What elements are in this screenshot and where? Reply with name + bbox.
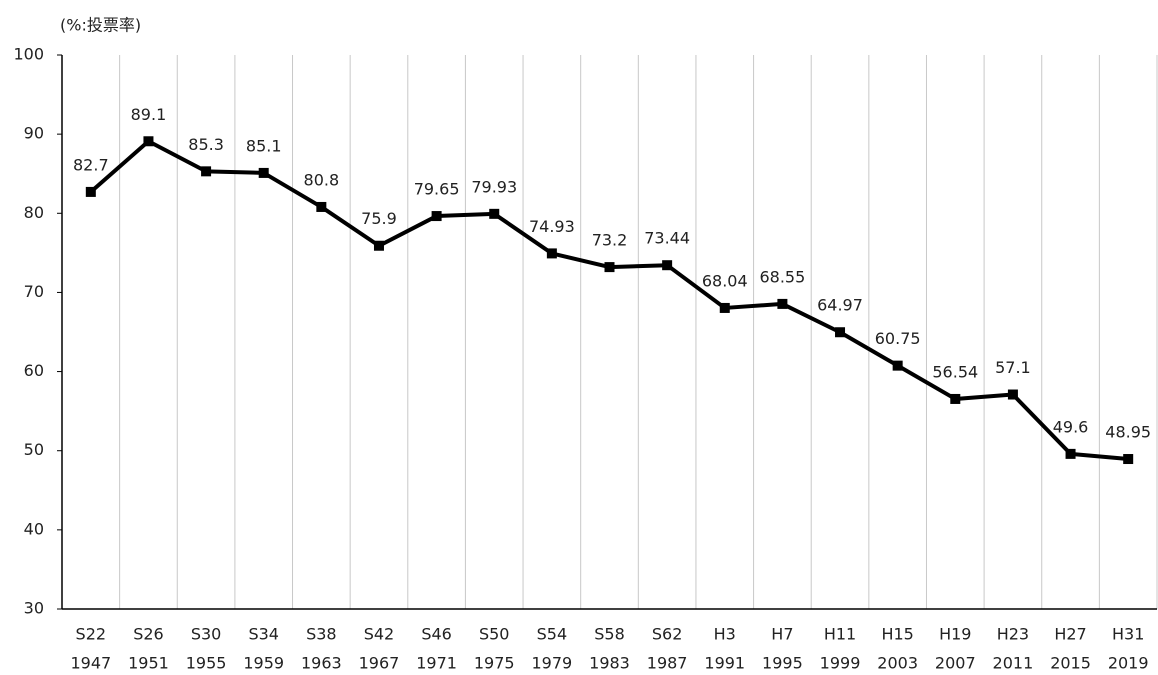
x-tick-label: S46 xyxy=(421,625,452,644)
point-marker xyxy=(431,211,442,222)
point-marker xyxy=(546,248,557,259)
data-label: 57.1 xyxy=(995,358,1031,377)
x-tick-label-year: 1967 xyxy=(359,654,400,673)
data-label: 56.54 xyxy=(932,362,978,381)
x-tick-label: H3 xyxy=(714,625,736,644)
data-label: 79.93 xyxy=(471,177,517,196)
x-tick-label: S38 xyxy=(306,625,337,644)
data-label: 60.75 xyxy=(875,329,921,348)
x-tick-label: S34 xyxy=(248,625,279,644)
data-label: 85.1 xyxy=(246,136,282,155)
y-tick-label: 100 xyxy=(13,45,44,64)
x-tick-label-year: 1975 xyxy=(474,654,515,673)
point-marker xyxy=(316,201,327,212)
x-tick-label-year: 1995 xyxy=(762,654,803,673)
x-tick-label-year: 1959 xyxy=(243,654,284,673)
y-tick-label: 80 xyxy=(24,203,44,222)
point-marker xyxy=(143,136,154,147)
point-marker xyxy=(777,298,788,309)
x-tick-label-year: 1971 xyxy=(416,654,457,673)
x-tick-label: H15 xyxy=(881,625,913,644)
x-tick-label-year: 2007 xyxy=(935,654,976,673)
x-tick-label-year: 1987 xyxy=(647,654,688,673)
x-tick-label: S58 xyxy=(594,625,625,644)
x-tick-label: H23 xyxy=(997,625,1029,644)
x-tick-label-year: 1951 xyxy=(128,654,169,673)
x-tick-label-year: 1983 xyxy=(589,654,630,673)
x-tick-label-year: 2011 xyxy=(993,654,1034,673)
data-label: 68.55 xyxy=(759,267,805,286)
point-marker xyxy=(1007,389,1018,400)
point-marker xyxy=(662,260,673,271)
point-marker xyxy=(373,240,384,251)
y-tick-label: 30 xyxy=(24,599,44,618)
x-tick-label: S42 xyxy=(364,625,395,644)
point-marker xyxy=(950,393,961,404)
x-tick-label-year: 1979 xyxy=(532,654,573,673)
x-tick-label: S54 xyxy=(537,625,568,644)
y-tick-label: 60 xyxy=(24,361,44,380)
data-label: 82.7 xyxy=(73,155,109,174)
point-marker xyxy=(85,186,96,197)
data-label: 73.44 xyxy=(644,229,690,248)
data-label: 48.95 xyxy=(1105,423,1151,442)
x-tick-label-year: 2015 xyxy=(1050,654,1091,673)
x-tick-label: H19 xyxy=(939,625,971,644)
x-tick-label-year: 1963 xyxy=(301,654,342,673)
x-tick-label: H7 xyxy=(771,625,793,644)
data-label: 64.97 xyxy=(817,296,863,315)
x-tick-label: H27 xyxy=(1054,625,1086,644)
x-tick-label-year: 1955 xyxy=(186,654,227,673)
point-marker xyxy=(1123,454,1134,465)
point-marker xyxy=(892,360,903,371)
data-label: 74.93 xyxy=(529,217,575,236)
y-tick-label: 40 xyxy=(24,519,44,538)
data-label: 73.2 xyxy=(592,231,628,250)
point-marker xyxy=(604,262,615,273)
line-series xyxy=(89,139,1129,462)
y-tick-label: 70 xyxy=(24,282,44,301)
data-label: 68.04 xyxy=(702,271,748,290)
y-tick-label: 90 xyxy=(24,124,44,143)
y-axis-label: (%:投票率) xyxy=(60,16,141,35)
y-tick-label: 50 xyxy=(24,440,44,459)
x-tick-label: S26 xyxy=(133,625,164,644)
data-label: 80.8 xyxy=(304,170,340,189)
x-tick-label-year: 2019 xyxy=(1108,654,1149,673)
x-tick-label-year: 1947 xyxy=(70,654,111,673)
x-tick-label: S30 xyxy=(191,625,222,644)
x-tick-label: S22 xyxy=(76,625,107,644)
data-label: 85.3 xyxy=(188,135,224,154)
data-label: 89.1 xyxy=(131,105,167,124)
x-tick-label-year: 1991 xyxy=(704,654,745,673)
x-tick-label: H31 xyxy=(1112,625,1144,644)
x-tick-label: S50 xyxy=(479,625,510,644)
point-marker xyxy=(489,208,500,219)
x-tick-label-year: 1999 xyxy=(820,654,861,673)
data-label: 75.9 xyxy=(361,209,397,228)
x-tick-label: H11 xyxy=(824,625,856,644)
x-tick-label: S62 xyxy=(652,625,683,644)
point-marker xyxy=(1065,448,1076,459)
data-label: 79.65 xyxy=(414,180,460,199)
point-marker xyxy=(719,302,730,313)
point-marker xyxy=(835,327,846,338)
point-marker xyxy=(258,167,269,178)
x-tick-label-year: 2003 xyxy=(877,654,918,673)
data-label: 49.6 xyxy=(1053,417,1089,436)
point-marker xyxy=(201,166,212,177)
